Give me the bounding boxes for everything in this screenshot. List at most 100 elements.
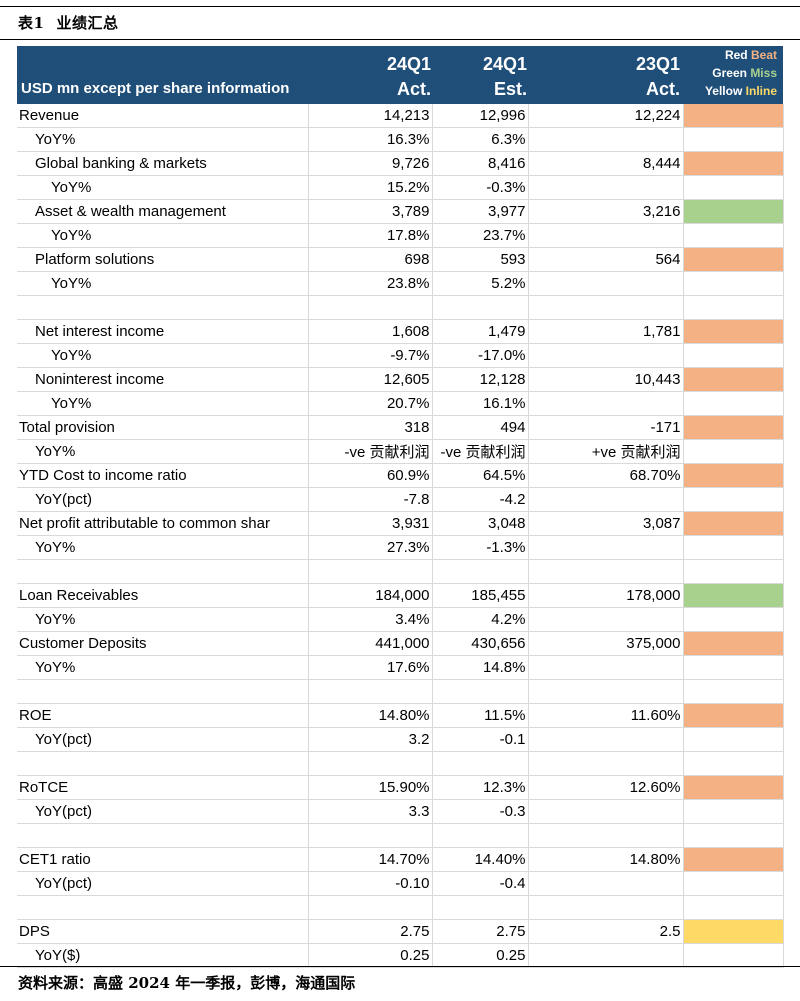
- table-row: Noninterest income 12,605 12,128 10,443: [17, 367, 784, 392]
- status-flag-cell: [683, 823, 784, 848]
- legend-item-green: Green Miss: [712, 66, 777, 80]
- status-flag-cell: [683, 199, 784, 224]
- status-flag-cell: [683, 343, 784, 368]
- table-number: 表1: [18, 14, 45, 32]
- value-24q1-act: 318: [308, 415, 433, 440]
- value-24q1-est: [432, 295, 529, 320]
- row-label: YoY%: [17, 343, 309, 368]
- value-24q1-est: 16.1%: [432, 391, 529, 416]
- status-flag-cell: [683, 415, 784, 440]
- status-flag-cell: [683, 655, 784, 680]
- value-24q1-est: 1,479: [432, 319, 529, 344]
- row-label: Total provision: [17, 415, 309, 440]
- value-24q1-est: 4.2%: [432, 607, 529, 632]
- status-flag-cell: [683, 727, 784, 752]
- header-col-3: 23Q1 Act.: [527, 52, 680, 102]
- status-flag-cell: [683, 151, 784, 176]
- value-24q1-est: 5.2%: [432, 271, 529, 296]
- value-24q1-act: -7.8: [308, 487, 433, 512]
- value-24q1-act: 1,608: [308, 319, 433, 344]
- value-24q1-est: [432, 559, 529, 584]
- value-24q1-act: 27.3%: [308, 535, 433, 560]
- value-24q1-est: -ve 贡献利润: [432, 439, 529, 464]
- status-flag-cell: [683, 535, 784, 560]
- status-flag-cell: [683, 919, 784, 944]
- table-row: Net interest income 1,608 1,479 1,781: [17, 319, 784, 344]
- value-24q1-est: 2.75: [432, 919, 529, 944]
- value-23q1-act: 375,000: [528, 631, 684, 656]
- table-row: [17, 295, 784, 320]
- row-label: YoY(pct): [17, 799, 309, 824]
- value-23q1-act: [528, 823, 684, 848]
- row-label: DPS: [17, 919, 309, 944]
- table-row: Loan Receivables 184,000 185,455 178,000: [17, 583, 784, 608]
- value-23q1-act: [528, 895, 684, 920]
- row-label: [17, 895, 309, 920]
- value-24q1-est: 494: [432, 415, 529, 440]
- value-24q1-est: 430,656: [432, 631, 529, 656]
- value-23q1-act: [528, 607, 684, 632]
- value-24q1-act: 441,000: [308, 631, 433, 656]
- value-23q1-act: [528, 175, 684, 200]
- value-24q1-act: 16.3%: [308, 127, 433, 152]
- value-24q1-act: 14,213: [308, 104, 433, 128]
- header-col-1-period: 24Q1: [386, 54, 431, 74]
- value-23q1-act: +ve 贡献利润: [528, 439, 684, 464]
- table-row: Customer Deposits 441,000 430,656 375,000: [17, 631, 784, 656]
- table-row: YoY% -ve 贡献利润 -ve 贡献利润 +ve 贡献利润: [17, 439, 784, 464]
- top-rule: [0, 6, 800, 7]
- value-24q1-act: 3.3: [308, 799, 433, 824]
- value-24q1-act: [308, 559, 433, 584]
- value-23q1-act: 1,781: [528, 319, 684, 344]
- value-24q1-act: 3.2: [308, 727, 433, 752]
- value-23q1-act: [528, 751, 684, 776]
- status-flag-cell: [683, 799, 784, 824]
- table-row: YoY% 17.8% 23.7%: [17, 223, 784, 248]
- value-24q1-act: -9.7%: [308, 343, 433, 368]
- table-row: CET1 ratio 14.70% 14.40% 14.80%: [17, 847, 784, 872]
- table-row: YoY($) 0.25 0.25: [17, 943, 784, 968]
- status-flag-cell: [683, 775, 784, 800]
- status-flag-cell: [683, 607, 784, 632]
- legend-item-red: Red Beat: [724, 48, 777, 62]
- status-flag-cell: [683, 175, 784, 200]
- value-24q1-est: 11.5%: [432, 703, 529, 728]
- table-row: YTD Cost to income ratio 60.9% 64.5% 68.70%: [17, 463, 784, 488]
- row-label: RoTCE: [17, 775, 309, 800]
- table-row: Platform solutions 698 593 564: [17, 247, 784, 272]
- value-23q1-act: [528, 535, 684, 560]
- value-24q1-act: -ve 贡献利润: [308, 439, 433, 464]
- row-label: ROE: [17, 703, 309, 728]
- value-24q1-act: 17.8%: [308, 223, 433, 248]
- value-23q1-act: [528, 799, 684, 824]
- table-row: [17, 751, 784, 776]
- table-row: Asset & wealth management 3,789 3,977 3,216: [17, 199, 784, 224]
- row-label: YoY(pct): [17, 487, 309, 512]
- row-label: YoY(pct): [17, 727, 309, 752]
- status-flag-cell: [683, 367, 784, 392]
- table-row: [17, 679, 784, 704]
- value-24q1-est: [432, 823, 529, 848]
- value-24q1-est: 3,048: [432, 511, 529, 536]
- value-23q1-act: 2.5: [528, 919, 684, 944]
- row-label: YTD Cost to income ratio: [17, 463, 309, 488]
- title-rule: [0, 39, 800, 40]
- row-label: Net interest income: [17, 319, 309, 344]
- status-flag-cell: [683, 895, 784, 920]
- table-row: YoY(pct) 3.2 -0.1: [17, 727, 784, 752]
- status-flag-cell: [683, 247, 784, 272]
- row-label: [17, 559, 309, 584]
- status-flag-cell: [683, 583, 784, 608]
- status-flag-cell: [683, 223, 784, 248]
- value-23q1-act: 3,087: [528, 511, 684, 536]
- value-23q1-act: 12,224: [528, 104, 684, 128]
- value-23q1-act: [528, 127, 684, 152]
- value-23q1-act: [528, 559, 684, 584]
- status-flag-cell: [683, 487, 784, 512]
- value-24q1-act: 3.4%: [308, 607, 433, 632]
- value-23q1-act: 3,216: [528, 199, 684, 224]
- status-flag-cell: [683, 631, 784, 656]
- results-table-body: Revenue 14,213 12,996 12,224 YoY% 16.3% 6.3% Gl…: [17, 104, 784, 968]
- status-flag-cell: [683, 847, 784, 872]
- row-label: Global banking & markets: [17, 151, 309, 176]
